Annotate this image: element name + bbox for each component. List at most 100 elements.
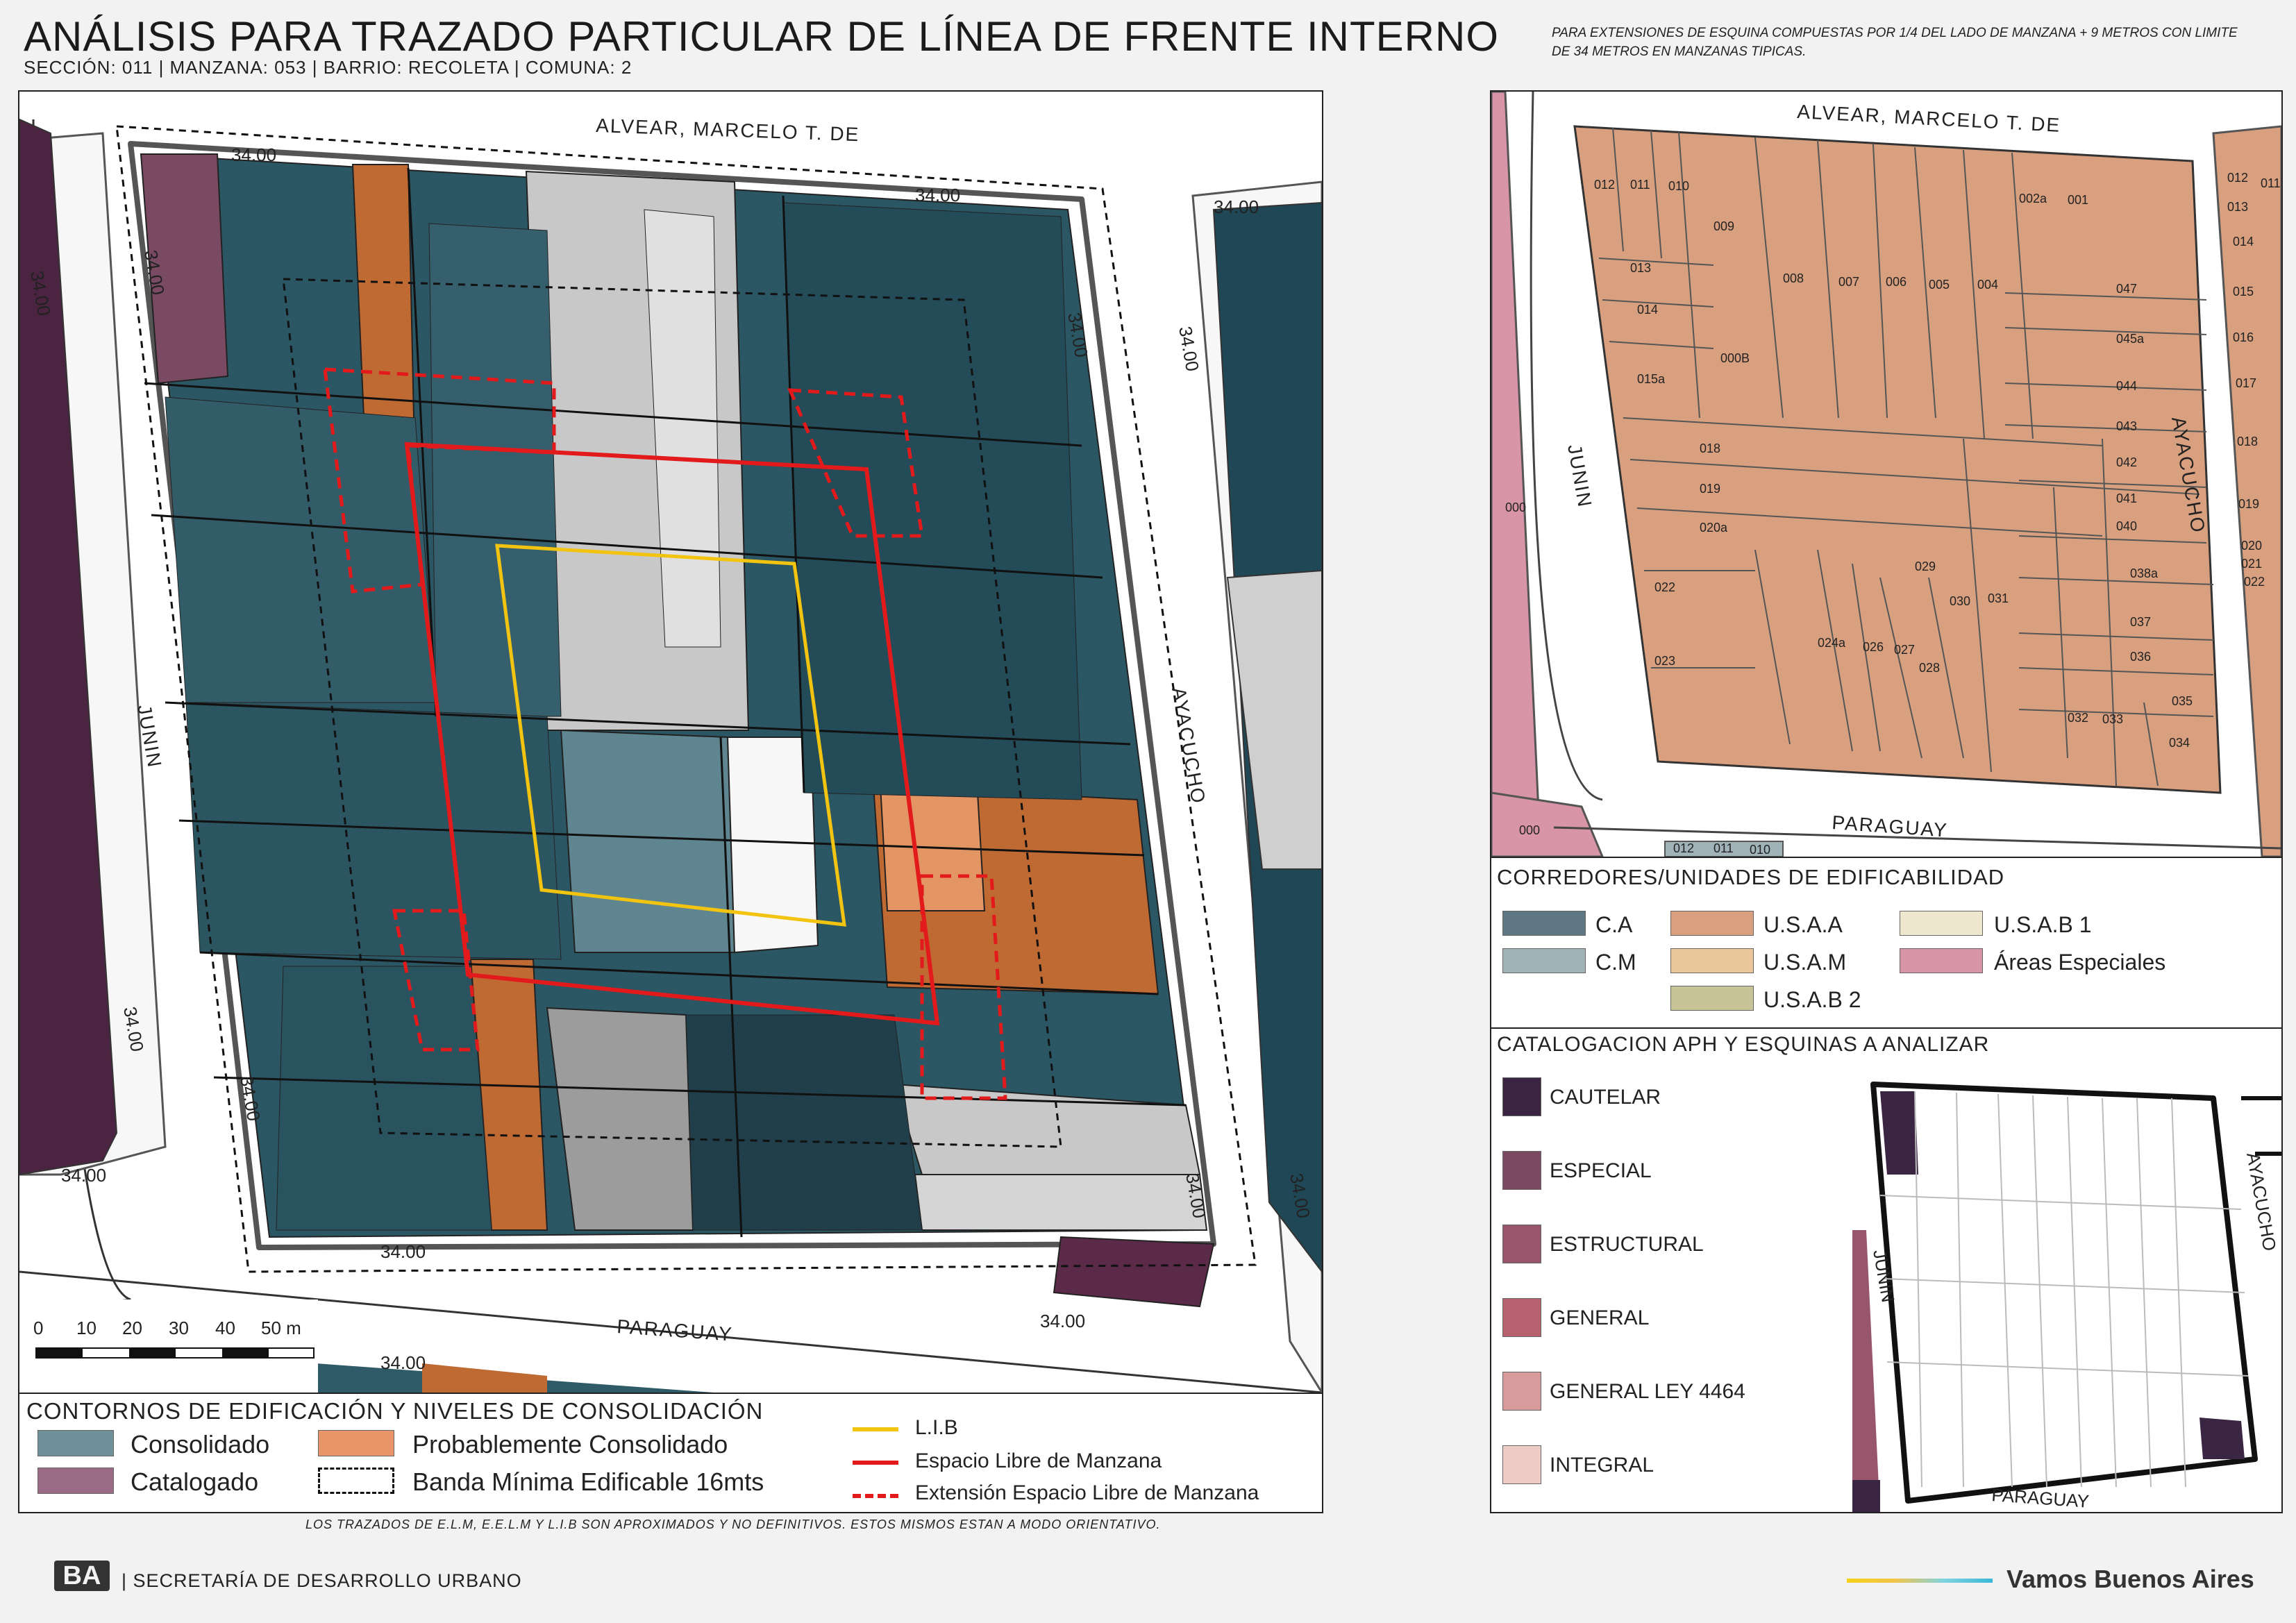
scale-tick-20: 20 bbox=[122, 1318, 142, 1338]
parcel-label-east: 015 bbox=[2233, 285, 2254, 298]
swatch-general-ley-4464 bbox=[1502, 1372, 1541, 1411]
legend-label-banda: Banda Mínima Edificable 16mts bbox=[412, 1468, 764, 1496]
scale-tick-30: 30 bbox=[169, 1318, 189, 1338]
swatch-integral bbox=[1502, 1445, 1541, 1484]
swatch-ca bbox=[1502, 911, 1586, 936]
label-cautelar: CAUTELAR bbox=[1550, 1086, 1661, 1109]
legend-corredores-title: CORREDORES/UNIDADES DE EDIFICABILIDAD bbox=[1497, 865, 2005, 889]
parcel-label: 037 bbox=[2130, 615, 2151, 629]
label-estructural: ESTRUCTURAL bbox=[1550, 1233, 1704, 1256]
legend-line-elm bbox=[853, 1461, 898, 1465]
parcel-label: 004 bbox=[1977, 278, 1998, 292]
label-usaa: U.S.A.A bbox=[1763, 912, 1843, 937]
label-usam: U.S.A.M bbox=[1763, 950, 1847, 975]
street-label-north: ALVEAR, MARCELO T. DE bbox=[596, 115, 860, 145]
org-label: | SECRETARÍA DE DESARROLLO URBANO bbox=[121, 1570, 522, 1591]
legend-corredores-panel: CORREDORES/UNIDADES DE EDIFICABILIDAD C.… bbox=[1490, 857, 2283, 1029]
legend-label-probablemente: Probablemente Consolidado bbox=[412, 1430, 728, 1458]
parcel-label: 012 bbox=[1594, 178, 1615, 192]
parcel-label: 006 bbox=[1886, 275, 1907, 289]
parcel-label: 036 bbox=[2130, 650, 2151, 664]
legend-catalogacion-title: CATALOGACION APH Y ESQUINAS A ANALIZAR bbox=[1497, 1033, 1990, 1056]
parcel-label-east: 019 bbox=[2238, 497, 2259, 511]
parcel-street-north: ALVEAR, MARCELO T. DE bbox=[1797, 101, 2061, 136]
header-note: PARA EXTENSIONES DE ESQUINA COMPUESTAS P… bbox=[1552, 26, 2238, 59]
parcel-label: 033 bbox=[2102, 712, 2123, 726]
label-ca: C.A bbox=[1595, 912, 1633, 937]
swatch-usam bbox=[1670, 948, 1754, 973]
legend-swatch-catalogado bbox=[37, 1468, 114, 1494]
swatch-cautelar bbox=[1502, 1077, 1541, 1116]
parcel-label: 047 bbox=[2116, 282, 2137, 296]
parcel-label: 013 bbox=[1630, 261, 1651, 275]
page-title: ANÁLISIS PARA TRAZADO PARTICULAR DE LÍNE… bbox=[24, 13, 1500, 60]
parcel-map-panel[interactable]: ALVEAR, MARCELO T. DE PARAGUAY JUNIN AYA… bbox=[1490, 90, 2283, 858]
label-general: GENERAL bbox=[1550, 1306, 1650, 1329]
parcel-label: 001 bbox=[2068, 193, 2088, 207]
dimension-label-10: 34.00 bbox=[1175, 325, 1203, 373]
legend-label-elm: Espacio Libre de Manzana bbox=[915, 1449, 1162, 1472]
parcel-label-east: 011 bbox=[2261, 176, 2281, 190]
dimension-label-3: 34.00 bbox=[1214, 196, 1259, 217]
scale-bar: 0 10 20 30 40 50 m bbox=[19, 1300, 318, 1393]
legend-label-eelm: Extensión Espacio Libre de Manzana bbox=[915, 1481, 1259, 1504]
dimension-label-7: 34.00 bbox=[380, 1352, 426, 1373]
parcel-label: 034 bbox=[2169, 736, 2190, 750]
parcel-label: 023 bbox=[1654, 654, 1675, 668]
parcel-label: 009 bbox=[1713, 219, 1734, 233]
parcel-label-southwest: 000 bbox=[1519, 823, 1540, 837]
scale-tick-10: 10 bbox=[76, 1318, 97, 1338]
parcel-label-south: 012 bbox=[1673, 841, 1694, 855]
parcel-label-east: 017 bbox=[2236, 376, 2256, 390]
parcel-label: 029 bbox=[1915, 560, 1936, 573]
dimension-label-4: 34.00 bbox=[380, 1241, 426, 1262]
disclaimer-note: LOS TRAZADOS DE E.L.M, E.E.L.M Y L.I.B S… bbox=[305, 1517, 1161, 1531]
parcel-label: 020a bbox=[1700, 521, 1728, 535]
parcel-label: 032 bbox=[2068, 711, 2088, 725]
dimension-label-1: 34.00 bbox=[231, 144, 276, 165]
parcel-label: 042 bbox=[2116, 455, 2137, 469]
dimension-label-2: 34.00 bbox=[915, 185, 960, 205]
brand-gradient-line bbox=[1847, 1579, 1993, 1583]
swatch-areas-especiales bbox=[1900, 948, 1983, 973]
parcel-map[interactable]: ALVEAR, MARCELO T. DE PARAGUAY JUNIN AYA… bbox=[1491, 92, 2281, 857]
parcel-label-east: 018 bbox=[2237, 435, 2258, 448]
swatch-general bbox=[1502, 1298, 1541, 1337]
parcel-label: 043 bbox=[2116, 419, 2137, 433]
parcel-label-west: 000 bbox=[1505, 501, 1526, 514]
main-block bbox=[128, 141, 1216, 1308]
label-cm: C.M bbox=[1595, 950, 1636, 975]
scale-tick-40: 40 bbox=[215, 1318, 235, 1338]
parcel-label: 019 bbox=[1700, 482, 1720, 496]
legend-swatch-banda bbox=[318, 1468, 394, 1494]
main-map[interactable]: ALVEAR, MARCELO T. DE AYACUCHO PARAGUAY … bbox=[19, 92, 1322, 1393]
brand-label: Vamos Buenos Aires bbox=[2006, 1565, 2254, 1593]
parcel-label-east: 022 bbox=[2244, 575, 2265, 589]
parcel-label: 027 bbox=[1894, 643, 1915, 657]
ba-logo: BA bbox=[54, 1561, 110, 1591]
label-usab1: U.S.A.B 1 bbox=[1994, 912, 2092, 937]
swatch-cm bbox=[1502, 948, 1586, 973]
parcel-label-east: 020 bbox=[2241, 539, 2262, 553]
label-areas-especiales: Áreas Especiales bbox=[1994, 950, 2166, 975]
label-usab2: U.S.A.B 2 bbox=[1763, 987, 1861, 1012]
parcel-label: 024a bbox=[1818, 636, 1846, 650]
legend-main-title: CONTORNOS DE EDIFICACIÓN Y NIVELES DE CO… bbox=[26, 1398, 764, 1424]
street-label-east: AYACUCHO bbox=[1168, 686, 1209, 806]
dimension-label-6: 34.00 bbox=[61, 1165, 106, 1186]
parcel-label: 002a bbox=[2019, 192, 2047, 205]
swatch-usaa bbox=[1670, 911, 1754, 936]
main-map-panel[interactable]: ALVEAR, MARCELO T. DE AYACUCHO PARAGUAY … bbox=[18, 90, 1323, 1394]
label-integral: INTEGRAL bbox=[1550, 1454, 1654, 1477]
parcel-label: 041 bbox=[2116, 491, 2137, 505]
parcel-label-east: 021 bbox=[2241, 557, 2262, 571]
legend-catalogacion-panel: CATALOGACION APH Y ESQUINAS A ANALIZAR C… bbox=[1490, 1027, 2283, 1513]
swatch-usab2 bbox=[1670, 986, 1754, 1011]
legend-swatch-probablemente bbox=[318, 1430, 394, 1456]
parcel-label: 014 bbox=[1637, 303, 1658, 317]
scale-tick-50: 50 m bbox=[261, 1318, 301, 1338]
catalogacion-mini-map[interactable]: JUNIN AYACUCHO PARAGUAY bbox=[1852, 1070, 2283, 1513]
legend-label-lib: L.I.B bbox=[915, 1416, 958, 1439]
parcel-label: 031 bbox=[1988, 591, 2009, 605]
parcel-label-east: 013 bbox=[2227, 200, 2248, 214]
